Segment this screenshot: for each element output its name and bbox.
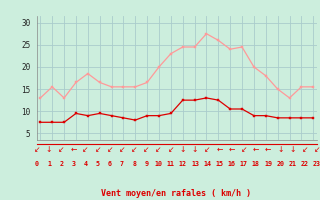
Text: 21: 21 [288,161,296,167]
Text: 17: 17 [240,161,248,167]
Text: 4: 4 [84,161,87,167]
Text: ↙: ↙ [119,145,125,154]
Text: ↙: ↙ [107,145,113,154]
Text: 22: 22 [300,161,308,167]
Text: ↓: ↓ [180,145,186,154]
Text: 0: 0 [35,161,39,167]
Text: 8: 8 [132,161,136,167]
Text: 7: 7 [120,161,124,167]
Text: 20: 20 [276,161,284,167]
Text: 6: 6 [108,161,112,167]
Text: 2: 2 [59,161,63,167]
Text: 12: 12 [179,161,187,167]
Text: 11: 11 [167,161,175,167]
Text: ↙: ↙ [168,145,174,154]
Text: 19: 19 [264,161,272,167]
Text: ↙: ↙ [301,145,308,154]
Text: ↓: ↓ [46,145,52,154]
Text: ↙: ↙ [155,145,162,154]
Text: ↙: ↙ [241,145,247,154]
Text: 1: 1 [47,161,51,167]
Text: ←: ← [216,145,223,154]
Text: ↓: ↓ [192,145,198,154]
Text: ↙: ↙ [58,145,64,154]
Text: ↓: ↓ [277,145,284,154]
Text: 14: 14 [203,161,211,167]
Text: 15: 15 [215,161,223,167]
Text: ←: ← [253,145,259,154]
Text: ↙: ↙ [82,145,89,154]
Text: 18: 18 [252,161,260,167]
Text: 3: 3 [71,161,75,167]
Text: ↙: ↙ [34,145,40,154]
Text: ←: ← [228,145,235,154]
Text: ↓: ↓ [289,145,296,154]
Text: Vent moyen/en rafales ( km/h ): Vent moyen/en rafales ( km/h ) [101,189,251,198]
Text: 5: 5 [96,161,100,167]
Text: 23: 23 [313,161,320,167]
Text: ←: ← [70,145,76,154]
Text: ↙: ↙ [94,145,101,154]
Text: 13: 13 [191,161,199,167]
Text: 16: 16 [228,161,236,167]
Text: ↙: ↙ [314,145,320,154]
Text: 10: 10 [155,161,163,167]
Text: ↙: ↙ [204,145,211,154]
Text: ↙: ↙ [143,145,149,154]
Text: ↙: ↙ [131,145,137,154]
Text: ←: ← [265,145,271,154]
Text: 9: 9 [144,161,148,167]
